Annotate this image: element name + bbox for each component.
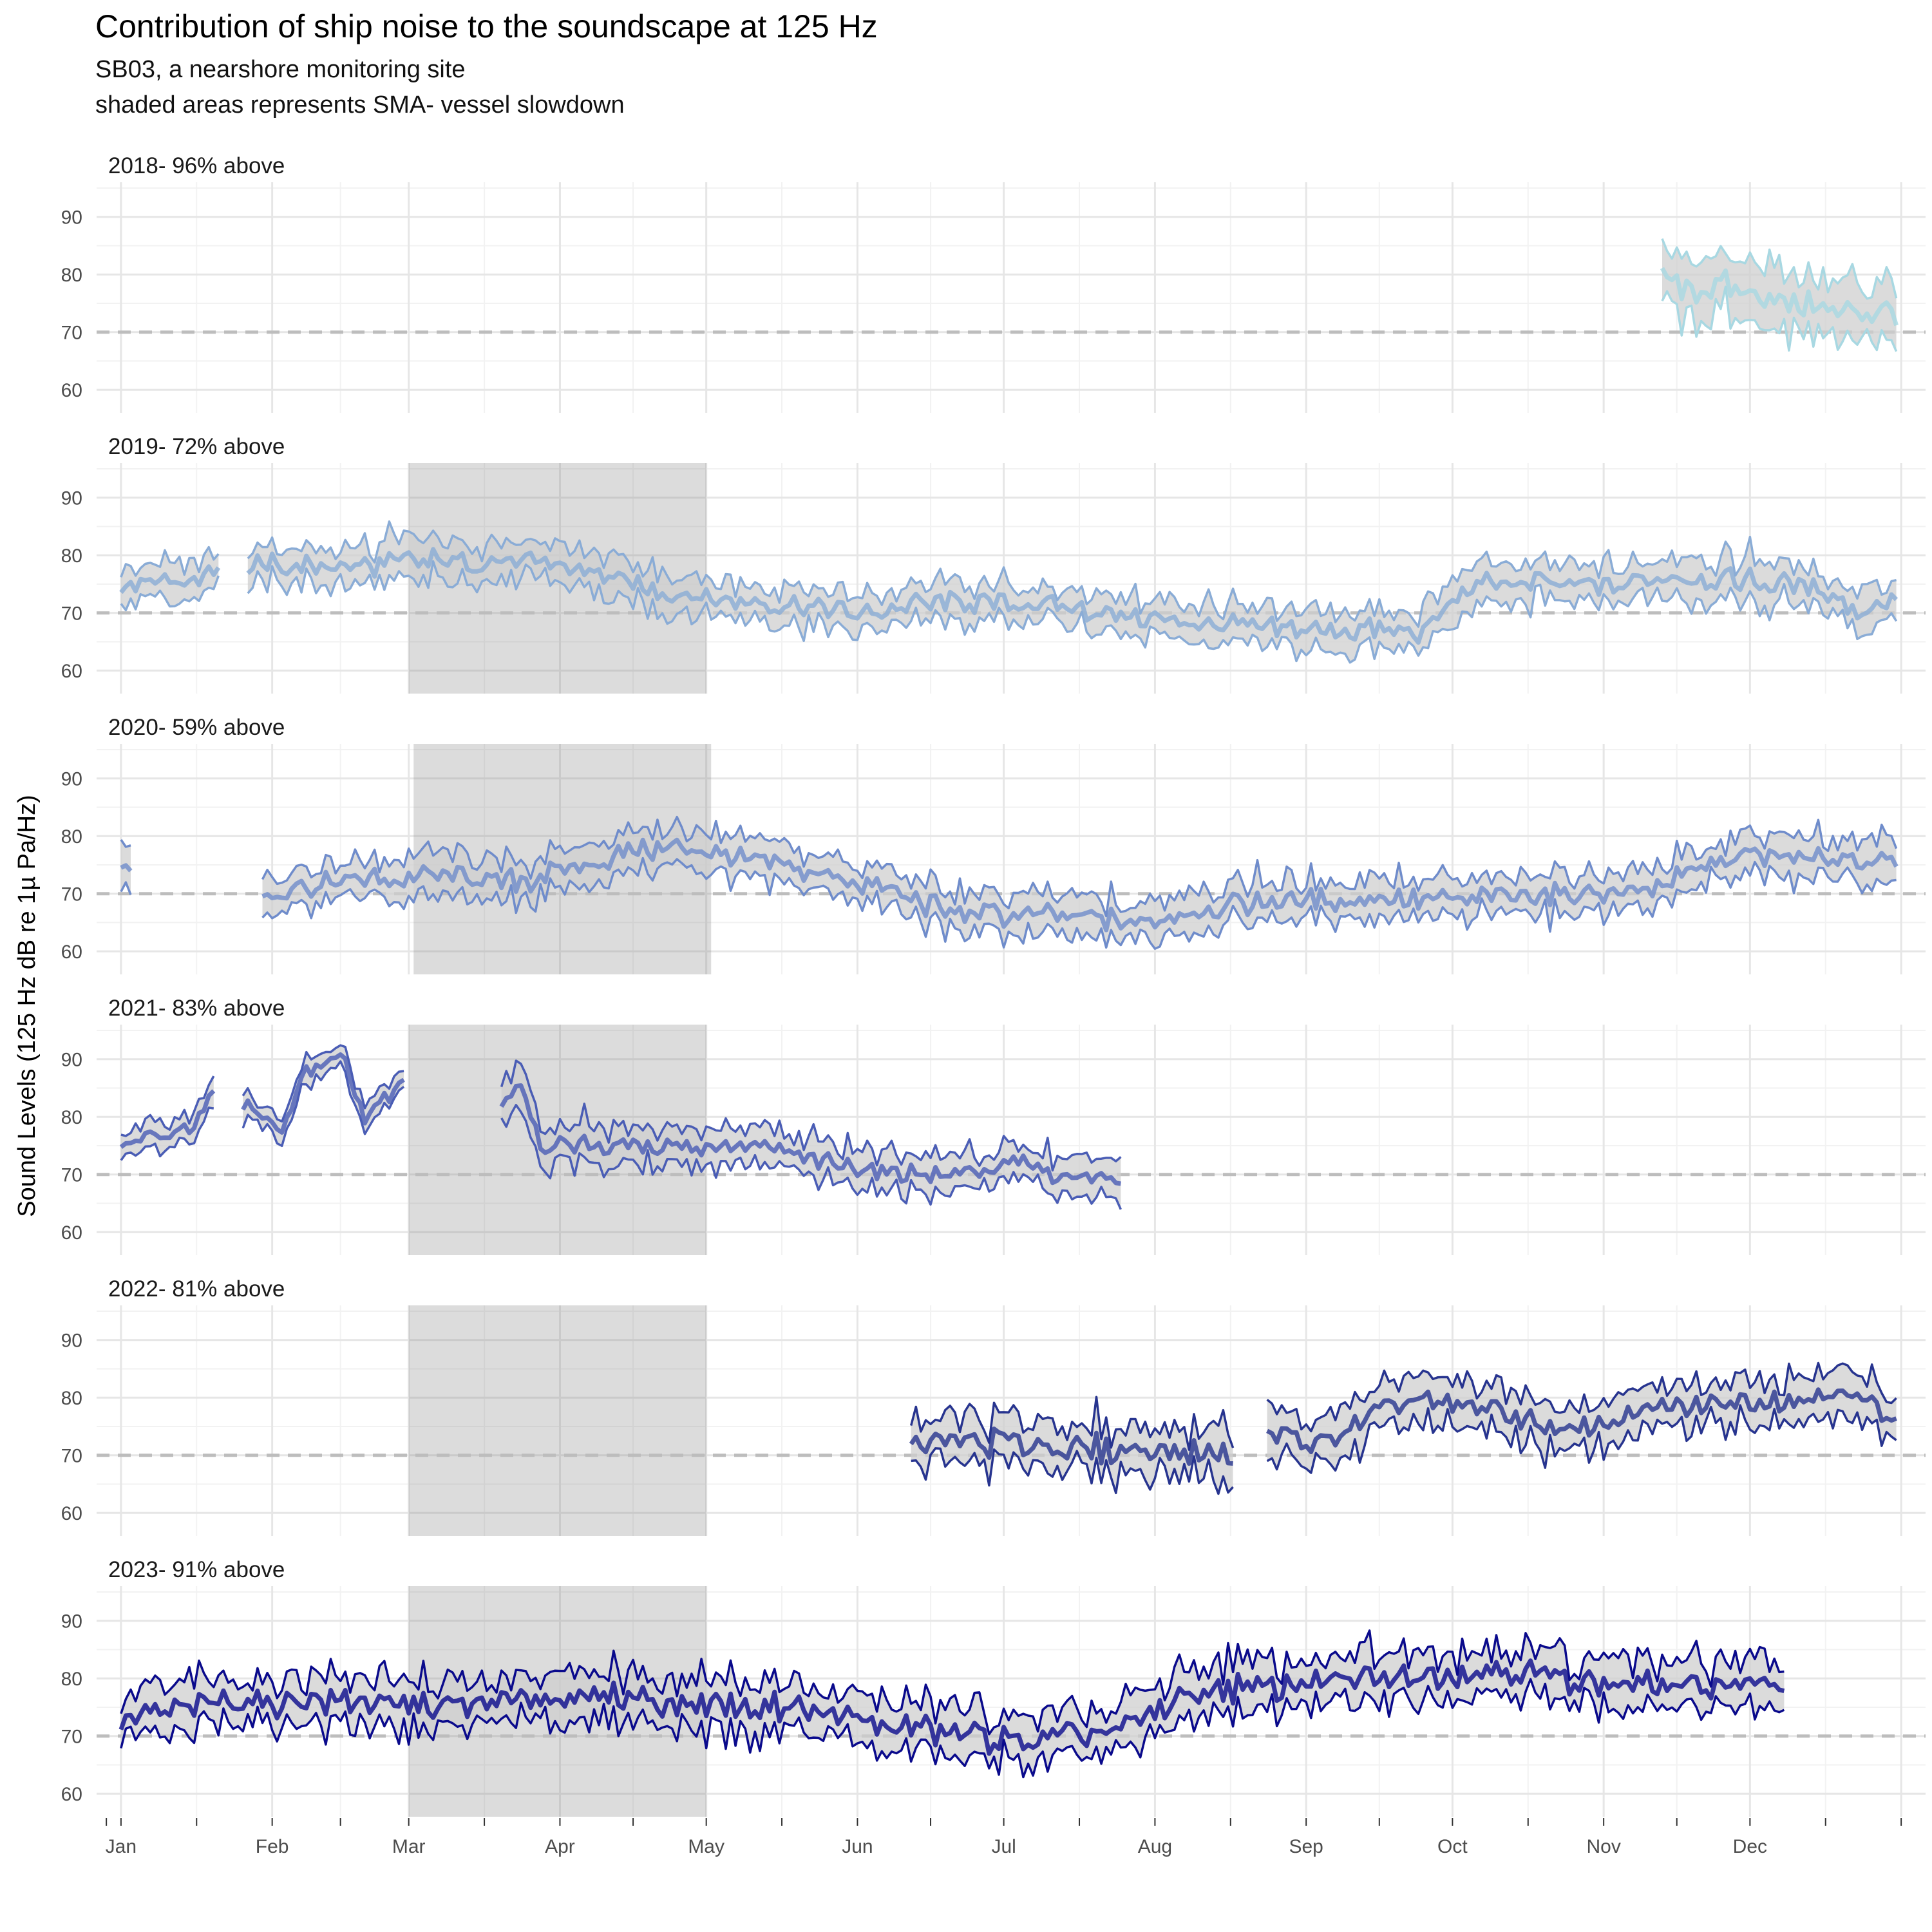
- x-tick-label: Dec: [1733, 1836, 1767, 1857]
- high-line: [120, 545, 220, 578]
- x-tick-label: Oct: [1437, 1836, 1468, 1857]
- x-tick-label: Sep: [1289, 1836, 1323, 1857]
- y-tick-label: 70: [61, 884, 82, 905]
- y-tick-label: 60: [61, 1784, 82, 1805]
- high-line: [500, 1059, 1122, 1172]
- x-axis: Jan Feb Mar Apr May Jun Jul Aug Sep Oct Nov Dec: [106, 1818, 1902, 1857]
- chart-title: Contribution of ship noise to the sounds…: [95, 8, 878, 44]
- median-line: [909, 1426, 1233, 1466]
- high-line: [1266, 1361, 1897, 1433]
- median-line: [241, 1052, 405, 1135]
- panel-label: 2019- 72% above: [108, 434, 285, 459]
- high-line: [120, 1075, 215, 1137]
- y-tick-label: 60: [61, 1222, 82, 1244]
- x-tick-label: Jul: [991, 1836, 1016, 1857]
- median-line: [119, 1089, 216, 1149]
- panel-label: 2020- 59% above: [108, 715, 285, 740]
- low-line: [120, 881, 132, 895]
- high-line: [247, 520, 1897, 628]
- y-tick-label: 80: [61, 545, 82, 567]
- x-tick-label: Nov: [1586, 1836, 1620, 1857]
- high-line: [1661, 238, 1898, 300]
- low-line: [1661, 285, 1898, 352]
- y-tick-label: 80: [61, 1107, 82, 1128]
- y-tick-label: 90: [61, 1611, 82, 1633]
- y-tick-label: 70: [61, 323, 82, 344]
- panel-label: 2021- 83% above: [108, 996, 285, 1021]
- panel-0: 2018- 96% above 60 70 80 90: [61, 153, 1926, 413]
- low-line: [120, 1678, 1785, 1779]
- y-tick-label: 70: [61, 1165, 82, 1186]
- x-tick-label: Mar: [392, 1836, 426, 1857]
- median-line: [499, 1083, 1121, 1186]
- y-tick-label: 60: [61, 380, 82, 401]
- x-tick-label: Aug: [1138, 1836, 1172, 1857]
- median-line: [120, 863, 133, 873]
- median-line: [1660, 267, 1899, 327]
- slowdown-shaded-area: [408, 1305, 706, 1536]
- median-line: [1266, 1387, 1897, 1454]
- panel-label: 2022- 81% above: [108, 1276, 285, 1302]
- range-ribbon: [262, 817, 1897, 949]
- panel-label: 2023- 91% above: [108, 1557, 285, 1582]
- y-tick-label: 90: [61, 769, 82, 790]
- low-line: [242, 1060, 405, 1148]
- y-tick-label: 80: [61, 826, 82, 848]
- panel-4: 2022- 81% above 60 70 80 90: [61, 1276, 1926, 1536]
- median-line: [119, 564, 221, 594]
- y-axis-label: Sound Levels (125 Hz dB re 1µ Pa/Hz): [14, 795, 41, 1217]
- y-tick-label: 90: [61, 1331, 82, 1352]
- high-line: [120, 838, 131, 848]
- x-tick-label: May: [688, 1836, 724, 1857]
- low-line: [500, 1104, 1122, 1210]
- median-line: [246, 547, 1899, 645]
- panels-group: 2018- 96% above 60 70 80 90 2019- 72% above 60…: [61, 153, 1926, 1817]
- chart-subtitle-line-2: shaded areas represents SMA- vessel slow…: [95, 91, 625, 118]
- low-line: [120, 575, 220, 612]
- high-line: [261, 815, 1898, 918]
- panel-1: 2019- 72% above 60 70 80 90: [61, 434, 1926, 694]
- y-tick-label: 80: [61, 265, 82, 286]
- low-line: [1266, 1404, 1897, 1474]
- y-tick-label: 70: [61, 1727, 82, 1748]
- y-tick-label: 90: [61, 1050, 82, 1071]
- range-ribbon: [501, 1061, 1121, 1209]
- y-tick-label: 70: [61, 603, 82, 625]
- y-tick-label: 80: [61, 1669, 82, 1690]
- panel-5: 2023- 91% above 60 70 80 90: [61, 1557, 1926, 1817]
- y-tick-label: 70: [61, 1446, 82, 1467]
- y-tick-label: 90: [61, 207, 82, 229]
- y-tick-label: 60: [61, 942, 82, 963]
- y-tick-label: 90: [61, 488, 82, 509]
- panel-3: 2021- 83% above 60 70 80 90: [61, 996, 1926, 1255]
- low-line: [247, 560, 1898, 664]
- x-tick-label: Apr: [545, 1836, 575, 1857]
- high-line: [242, 1044, 404, 1123]
- panel-label: 2018- 96% above: [108, 153, 285, 178]
- low-line: [261, 857, 1897, 950]
- y-tick-label: 60: [61, 1503, 82, 1524]
- chart-subtitle-line-1: SB03, a nearshore monitoring site: [95, 56, 466, 83]
- high-line: [910, 1396, 1235, 1451]
- x-tick-label: Jun: [842, 1836, 873, 1857]
- low-line: [120, 1106, 214, 1161]
- y-tick-label: 80: [61, 1388, 82, 1409]
- y-tick-label: 60: [61, 661, 82, 682]
- x-tick-label: Feb: [256, 1836, 289, 1857]
- low-line: [911, 1447, 1234, 1495]
- panel-2: 2020- 59% above 60 70 80 90: [61, 715, 1926, 974]
- high-line: [120, 1629, 1785, 1736]
- x-tick-label: Jan: [106, 1836, 137, 1857]
- range-ribbon: [247, 521, 1897, 663]
- median-line: [261, 837, 1899, 933]
- median-line: [118, 1658, 1785, 1756]
